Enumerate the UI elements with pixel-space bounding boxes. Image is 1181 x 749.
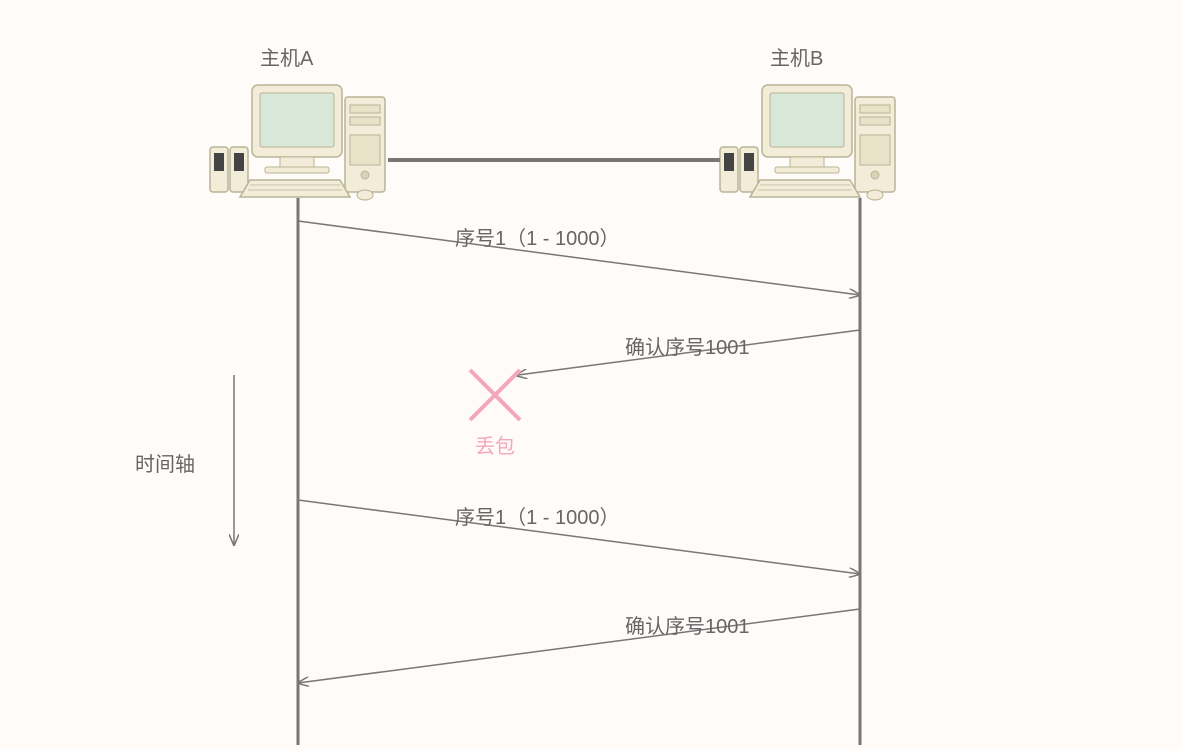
drop-label: 丢包 bbox=[475, 430, 515, 459]
sequence-diagram bbox=[0, 0, 1181, 749]
host-a-label: 主机A bbox=[260, 42, 313, 71]
message-3-label: 序号1（1 - 1000） bbox=[455, 501, 620, 530]
host-b-label: 主机B bbox=[770, 42, 823, 71]
host-b-icon bbox=[720, 85, 895, 200]
host-a-icon bbox=[210, 85, 385, 200]
message-2-label: 确认序号1001 bbox=[625, 331, 750, 360]
message-4-arrow bbox=[298, 609, 860, 683]
message-1-label: 序号1（1 - 1000） bbox=[455, 222, 620, 251]
time-axis-label: 时间轴 bbox=[135, 448, 195, 477]
message-4-label: 确认序号1001 bbox=[625, 610, 750, 639]
